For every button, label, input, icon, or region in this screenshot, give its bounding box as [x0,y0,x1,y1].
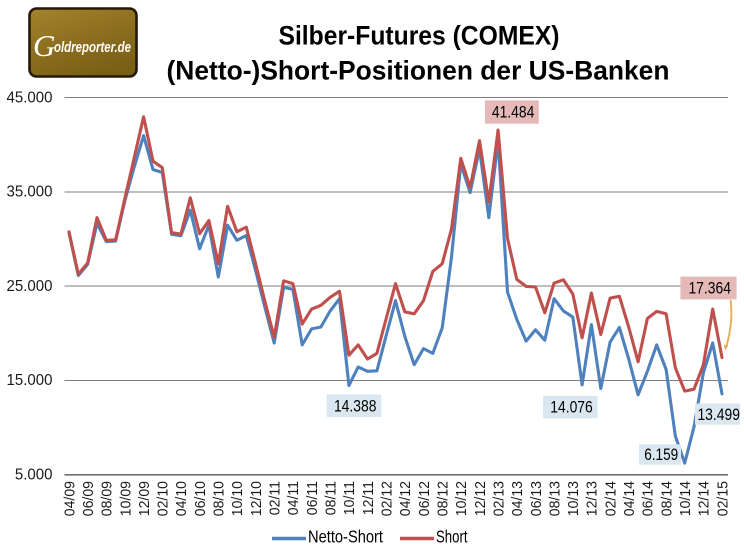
svg-text:06/14: 06/14 [640,481,656,516]
svg-text:12/12: 12/12 [472,481,488,516]
svg-text:02/13: 02/13 [491,481,507,516]
svg-text:10/14: 10/14 [678,481,694,516]
svg-text:10/12: 10/12 [454,481,470,516]
svg-text:Netto-Short: Netto-Short [308,527,383,547]
svg-text:14.388: 14.388 [334,397,377,415]
svg-text:04/11: 04/11 [286,481,302,515]
svg-text:Silber-Futures (COMEX): Silber-Futures (COMEX) [279,21,560,51]
svg-text:08/13: 08/13 [547,481,563,516]
svg-text:Short: Short [436,527,468,547]
svg-text:06/11: 06/11 [305,481,321,515]
svg-text:10/11: 10/11 [342,481,358,515]
svg-text:08/14: 08/14 [659,481,675,516]
svg-text:02/10: 02/10 [155,481,171,516]
svg-text:35.000: 35.000 [7,184,53,201]
svg-text:G: G [33,28,55,63]
svg-text:12/13: 12/13 [584,481,600,516]
svg-text:6.159: 6.159 [644,446,678,464]
svg-text:04/14: 04/14 [622,481,638,516]
svg-text:10/13: 10/13 [566,481,582,516]
svg-text:12/10: 12/10 [249,481,265,516]
svg-text:02/11: 02/11 [267,481,283,515]
svg-text:06/12: 06/12 [416,481,432,516]
svg-text:08/12: 08/12 [435,481,451,516]
svg-text:02/12: 02/12 [379,481,395,516]
svg-text:02/15: 02/15 [715,481,731,516]
svg-text:06/09: 06/09 [81,481,97,516]
svg-text:12/09: 12/09 [137,481,153,516]
svg-text:5.000: 5.000 [15,466,53,483]
svg-text:06/10: 06/10 [193,481,209,516]
svg-text:14.076: 14.076 [550,399,593,417]
svg-text:10/09: 10/09 [118,481,134,516]
svg-text:08/11: 08/11 [323,481,339,515]
svg-text:13.499: 13.499 [697,406,740,424]
svg-text:oldreporter.de: oldreporter.de [54,40,131,56]
svg-text:08/09: 08/09 [99,481,115,516]
svg-text:12/11: 12/11 [360,481,376,515]
svg-text:08/10: 08/10 [211,481,227,516]
svg-text:06/13: 06/13 [528,481,544,516]
svg-text:17.364: 17.364 [688,280,731,298]
svg-text:02/14: 02/14 [603,481,619,516]
svg-text:04/09: 04/09 [62,481,78,516]
svg-text:04/12: 04/12 [398,481,414,516]
svg-text:10/10: 10/10 [230,481,246,516]
svg-text:04/13: 04/13 [510,481,526,516]
svg-text:12/14: 12/14 [696,481,712,516]
svg-text:41.484: 41.484 [492,104,535,122]
svg-text:15.000: 15.000 [7,372,53,389]
svg-text:04/10: 04/10 [174,481,190,516]
svg-text:45.000: 45.000 [7,89,53,106]
svg-text:(Netto-)Short-Positionen der U: (Netto-)Short-Positionen der US-Banken [167,56,670,86]
svg-text:25.000: 25.000 [7,278,53,295]
